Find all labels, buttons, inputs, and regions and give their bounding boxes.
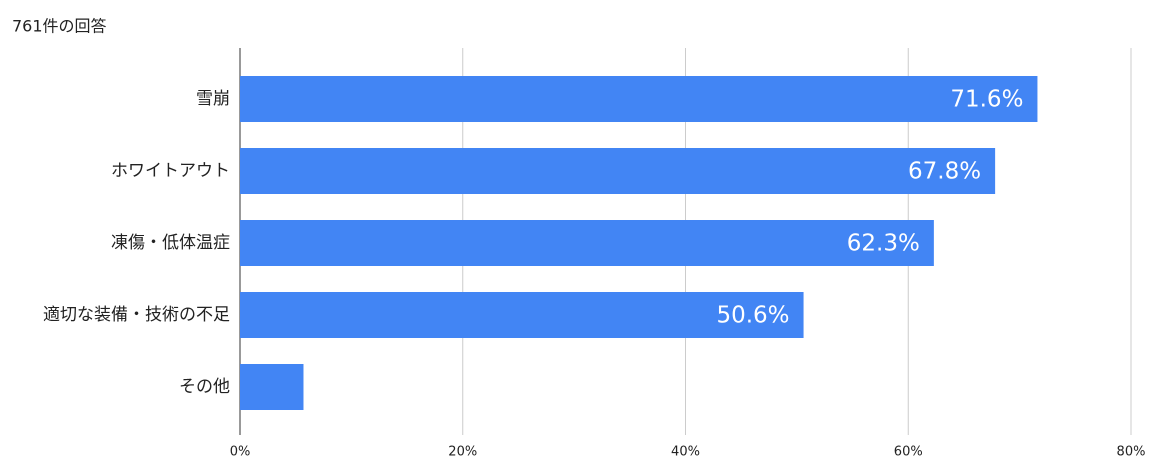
data-label: 50.6% xyxy=(716,303,789,329)
y-tick-label: その他 xyxy=(179,377,230,397)
bar xyxy=(240,148,996,194)
y-tick-label: ホワイトアウト xyxy=(111,161,230,181)
x-tick-label: 40% xyxy=(671,445,700,460)
y-tick-label: 雪崩 xyxy=(196,89,230,109)
bar xyxy=(240,220,934,266)
data-label: 62.3% xyxy=(847,231,920,257)
x-tick-label: 80% xyxy=(1117,445,1146,460)
bar xyxy=(240,76,1038,122)
bar xyxy=(240,364,304,410)
x-tick-label: 60% xyxy=(894,445,923,460)
y-tick-label: 凍傷・低体温症 xyxy=(111,233,230,253)
x-tick-label: 0% xyxy=(230,445,251,460)
chart-title: 761件の回答 xyxy=(12,17,107,36)
bar xyxy=(240,292,804,338)
x-tick-label: 20% xyxy=(448,445,477,460)
data-label: 71.6% xyxy=(950,87,1023,113)
data-label: 67.8% xyxy=(908,159,981,185)
y-tick-label: 適切な装備・技術の不足 xyxy=(43,305,230,325)
